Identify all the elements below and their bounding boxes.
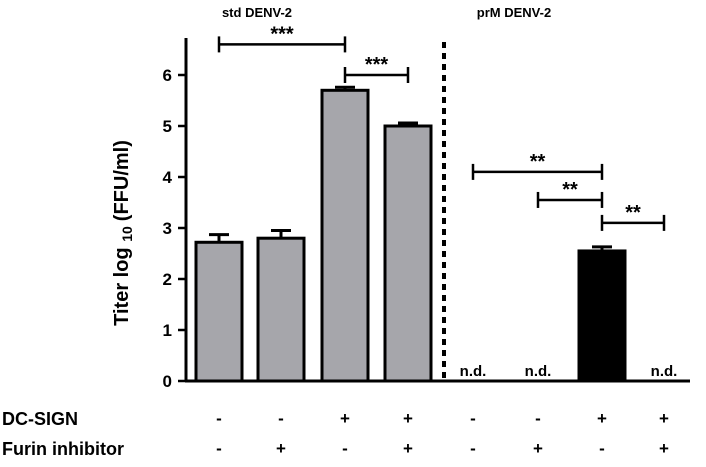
y-axis-label: Titer log 10 (FFU/ml) — [111, 140, 135, 326]
y-tick-label: 1 — [163, 321, 172, 340]
condition-sign: + — [276, 439, 286, 458]
condition-sign: + — [597, 409, 607, 428]
nd-label: n.d. — [651, 363, 678, 380]
y-axis-label-unit: (FFU/ml) — [111, 140, 133, 221]
significance-label: ** — [562, 179, 578, 201]
y-axis-label-subscript: 10 — [119, 226, 135, 242]
panel-label-prm: prM DENV-2 — [477, 5, 551, 20]
y-axis-label-main: Titer log — [111, 242, 133, 326]
nd-label: n.d. — [525, 363, 552, 380]
bar — [194, 240, 244, 383]
significance-label: *** — [365, 54, 389, 76]
condition-sign: - — [470, 409, 476, 428]
y-tick-label: 6 — [163, 66, 172, 85]
bar — [383, 124, 433, 383]
panel-label-std: std DENV-2 — [222, 5, 292, 20]
bar — [320, 88, 370, 383]
condition-label: DC-SIGN — [2, 409, 78, 429]
condition-label: Furin inhibitor — [2, 439, 124, 459]
y-tick-label: 4 — [163, 168, 173, 187]
condition-sign: + — [659, 409, 669, 428]
y-tick-label: 5 — [163, 117, 172, 136]
y-tick-label: 0 — [163, 372, 172, 391]
bar — [256, 236, 306, 383]
condition-sign: - — [216, 439, 222, 458]
condition-sign: + — [340, 409, 350, 428]
condition-sign: + — [533, 439, 543, 458]
condition-sign: + — [659, 439, 669, 458]
condition-sign: - — [535, 409, 541, 428]
condition-sign: - — [599, 439, 605, 458]
significance-label: *** — [270, 23, 294, 45]
condition-sign: - — [278, 409, 284, 428]
y-tick-label: 3 — [163, 219, 172, 238]
condition-sign: + — [403, 409, 413, 428]
condition-sign: - — [470, 439, 476, 458]
condition-sign: - — [342, 439, 348, 458]
y-tick-label: 2 — [163, 270, 172, 289]
significance-label: ** — [530, 151, 546, 173]
significance-label: ** — [625, 202, 641, 224]
condition-sign: + — [403, 439, 413, 458]
nd-label: n.d. — [460, 363, 487, 380]
condition-sign: - — [216, 409, 222, 428]
bar — [577, 249, 627, 383]
